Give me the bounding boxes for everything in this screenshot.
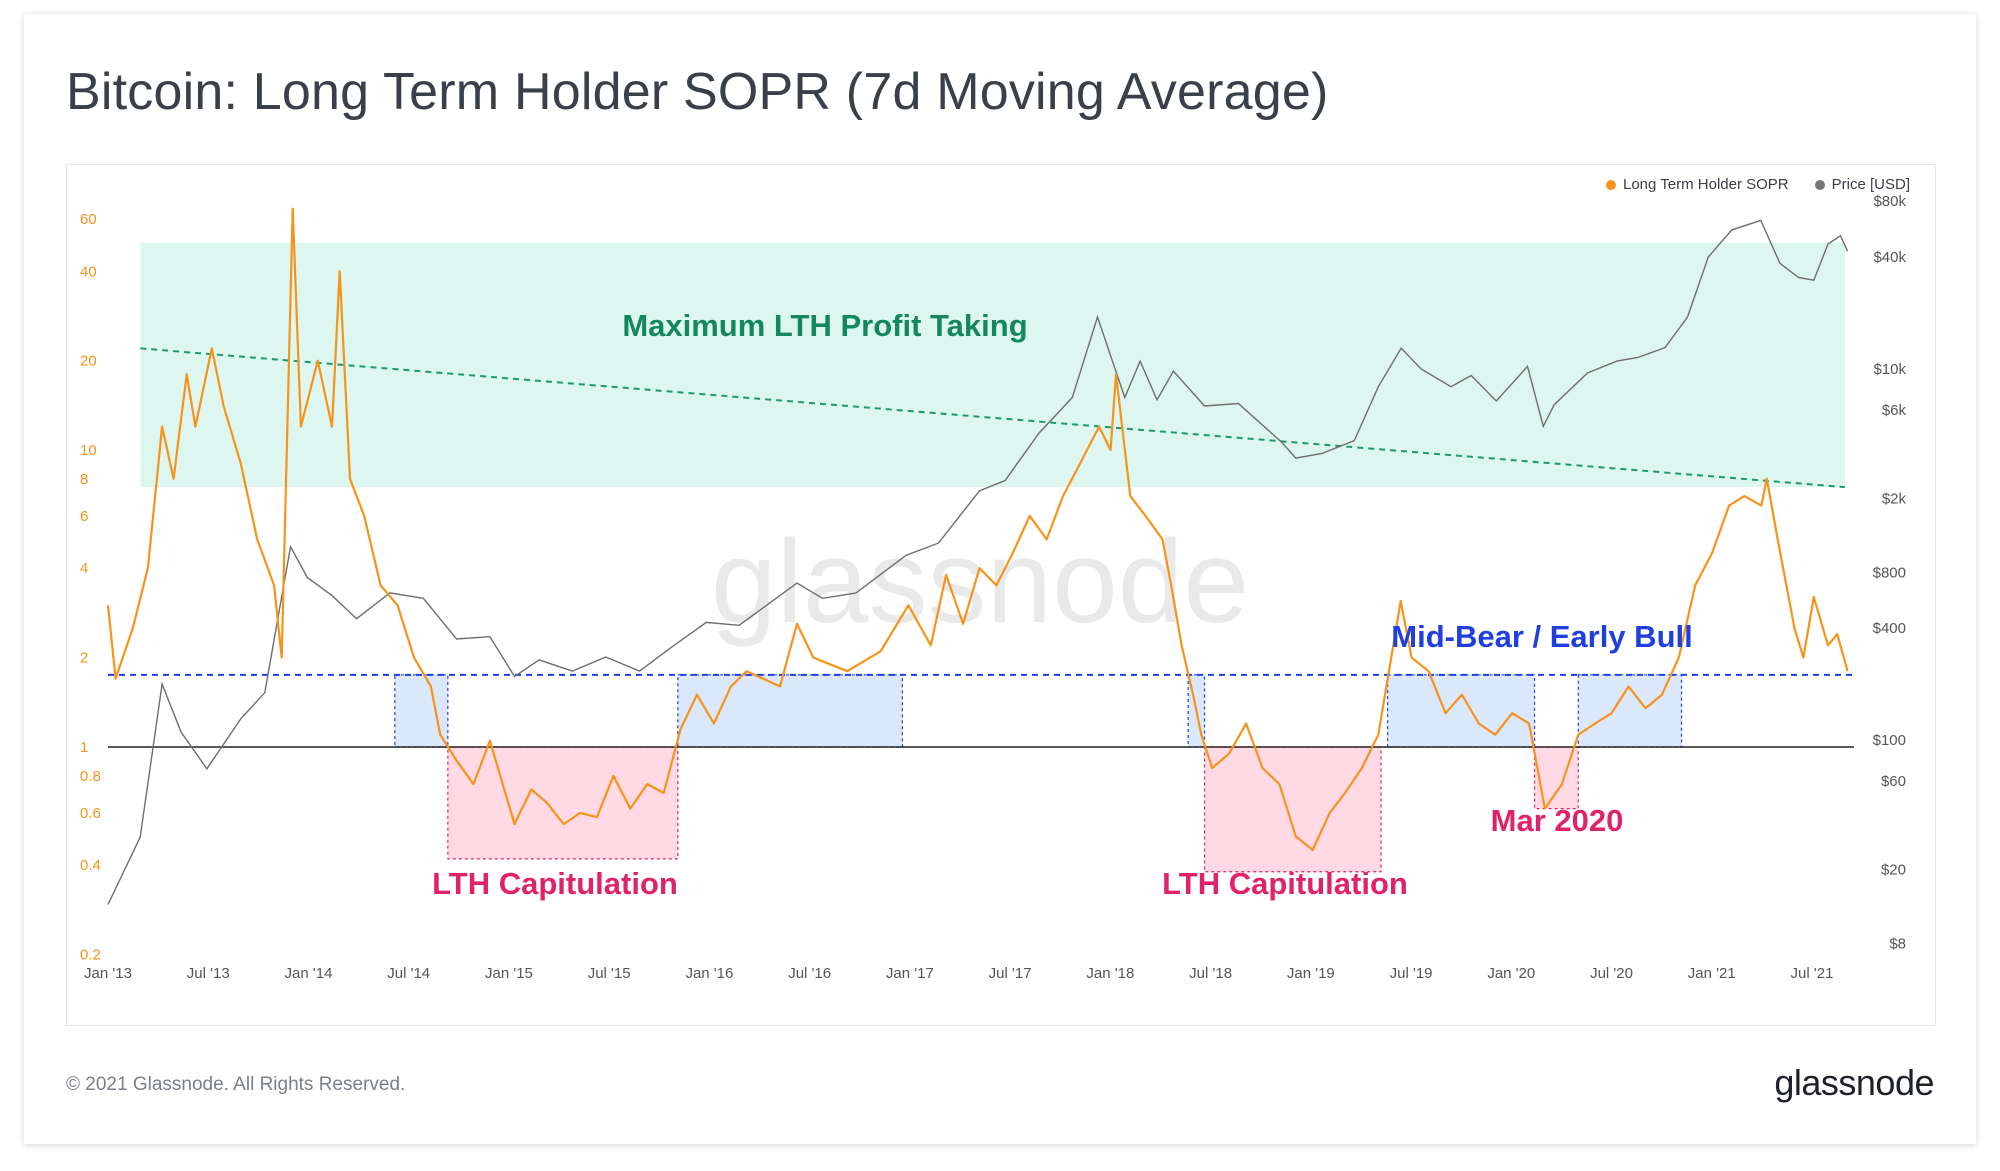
x-tick-9: Jul '17 — [989, 965, 1032, 982]
x-tick-5: Jul '15 — [588, 965, 631, 982]
right-tick-4: $2k — [1882, 491, 1907, 508]
right-tick-8: $60 — [1881, 773, 1906, 790]
profit-zone — [140, 242, 1845, 488]
left-tick-12: 0.2 — [80, 947, 101, 964]
capitulation-zone-1 — [1203, 746, 1382, 873]
left-tick-0: 60 — [80, 211, 97, 228]
x-tick-7: Jul '16 — [788, 965, 831, 982]
x-tick-17: Jul '21 — [1791, 965, 1834, 982]
x-tick-11: Jul '18 — [1189, 965, 1232, 982]
x-tick-6: Jan '16 — [685, 965, 733, 982]
x-tick-10: Jan '18 — [1086, 965, 1134, 982]
legend-label-price: Price [USD] — [1831, 176, 1910, 193]
annotation-mar-2020: Mar 2020 — [1491, 803, 1624, 838]
annotation-profit-taking: Maximum LTH Profit Taking — [622, 308, 1027, 343]
left-tick-10: 0.6 — [80, 805, 101, 822]
x-tick-3: Jul '14 — [387, 965, 430, 982]
annotation-capitulation-2: LTH Capitulation — [1162, 866, 1408, 901]
right-tick-6: $400 — [1873, 620, 1906, 637]
x-tick-8: Jan '17 — [886, 965, 934, 982]
sopr-series-line — [106, 207, 1849, 852]
x-tick-12: Jan '19 — [1287, 965, 1335, 982]
x-tick-15: Jul '20 — [1590, 965, 1633, 982]
right-tick-7: $100 — [1873, 732, 1906, 749]
right-tick-0: $80k — [1873, 193, 1906, 210]
capitulation-zone-0 — [447, 746, 679, 860]
legend-item-sopr[interactable]: Long Term Holder SOPR — [1606, 176, 1789, 193]
left-tick-8: 1 — [80, 739, 88, 756]
left-tick-6: 4 — [80, 560, 88, 577]
left-tick-11: 0.4 — [80, 857, 101, 874]
legend-dot-price — [1814, 179, 1825, 190]
plot-frame — [66, 164, 1936, 1026]
x-tick-0: Jan '13 — [84, 965, 132, 982]
legend[interactable]: Long Term Holder SOPR Price [USD] — [1606, 176, 1910, 193]
left-tick-9: 0.8 — [80, 768, 101, 785]
page-title: Bitcoin: Long Term Holder SOPR (7d Movin… — [66, 63, 1329, 121]
left-tick-3: 10 — [80, 442, 97, 459]
price-series-line — [107, 219, 1849, 905]
right-tick-5: $800 — [1873, 564, 1906, 581]
left-tick-7: 2 — [80, 650, 88, 667]
watermark-text: glassnode — [711, 516, 1249, 648]
x-tick-14: Jan '20 — [1487, 965, 1535, 982]
bear-zone-0 — [394, 674, 449, 748]
right-tick-3: $6k — [1882, 402, 1907, 419]
left-tick-4: 8 — [80, 471, 88, 488]
annotation-capitulation-1: LTH Capitulation — [432, 866, 678, 901]
legend-label-sopr: Long Term Holder SOPR — [1623, 176, 1789, 193]
x-tick-16: Jan '21 — [1688, 965, 1736, 982]
legend-item-price[interactable]: Price [USD] — [1814, 176, 1910, 193]
right-tick-1: $40k — [1873, 249, 1906, 266]
bear-zone-3 — [1386, 674, 1536, 748]
copyright-text: © 2021 Glassnode. All Rights Reserved. — [66, 1074, 406, 1095]
x-tick-4: Jan '15 — [485, 965, 533, 982]
x-tick-2: Jan '14 — [285, 965, 333, 982]
bear-zone-1 — [677, 674, 904, 748]
right-tick-2: $10k — [1873, 361, 1906, 378]
x-tick-13: Jul '19 — [1390, 965, 1433, 982]
right-tick-9: $20 — [1881, 862, 1906, 879]
annotation-mid-bear: Mid-Bear / Early Bull — [1391, 619, 1692, 654]
x-tick-1: Jul '13 — [187, 965, 230, 982]
legend-dot-sopr — [1606, 179, 1616, 190]
left-tick-5: 6 — [80, 508, 88, 525]
right-tick-10: $8 — [1889, 936, 1906, 953]
left-tick-1: 40 — [80, 263, 97, 280]
left-tick-2: 20 — [80, 353, 97, 370]
glassnode-logo: glassnode — [1774, 1062, 1934, 1103]
